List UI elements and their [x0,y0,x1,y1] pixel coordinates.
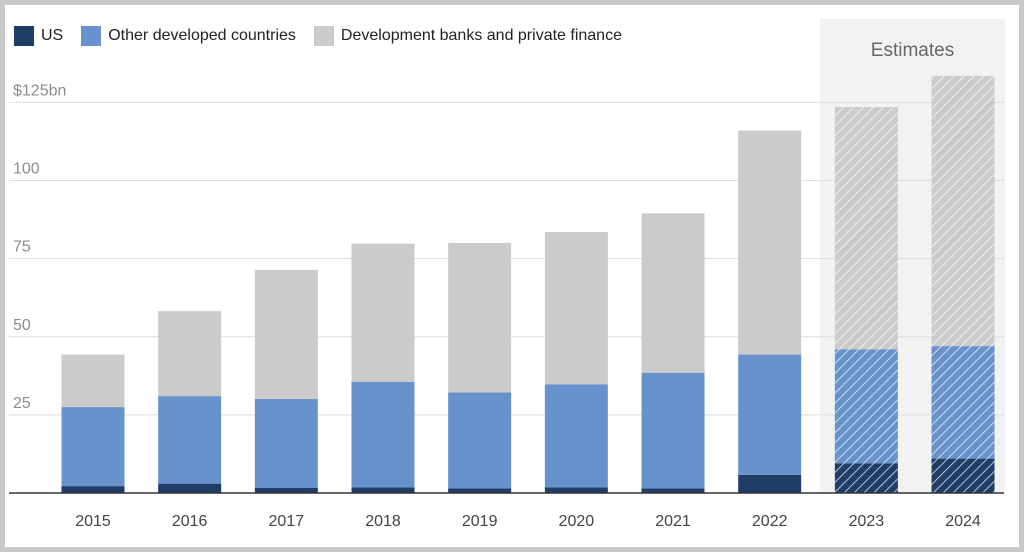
x-tick-label: 2019 [462,513,498,530]
bar-us-2015 [61,486,125,493]
bar-hatch-us-2024 [931,458,995,493]
bar-hatch-other-developed-2024 [931,346,995,459]
x-tick-label: 2024 [945,513,981,530]
estimates-label: Estimates [871,40,954,61]
bar-development-banks-2017 [254,269,318,399]
bar-us-2020 [544,487,608,493]
x-tick-label: 2023 [849,513,885,530]
x-tick-label: 2022 [752,513,788,530]
legend-label-other-developed: Other developed countries [108,27,296,44]
x-tick-label: 2017 [269,513,305,530]
legend-label-us: US [41,27,64,44]
legend-item-other-developed: Other developed countries [81,26,296,46]
bar-development-banks-2021 [641,213,705,373]
bar-us-2022 [738,474,802,493]
bar-development-banks-2016 [158,311,222,397]
legend-item-us: US [14,26,63,46]
bar-hatch-development-banks-2024 [931,75,995,347]
legend: US Other developed countries Development… [14,24,640,48]
y-tick-label: 100 [13,161,40,178]
legend-swatch-other-developed [81,26,102,46]
legend-label-development-banks: Development banks and private finance [340,27,622,44]
bar-us-2019 [448,488,512,493]
x-tick-label: 2021 [655,513,691,530]
bar-development-banks-2015 [61,354,125,408]
bar-hatch-development-banks-2023 [834,107,898,350]
y-tick-label: 25 [13,395,31,412]
bar-hatch-other-developed-2023 [834,349,898,464]
x-tick-label: 2018 [365,513,401,530]
bar-us-2017 [254,488,318,493]
bar-other-developed-2017 [254,398,318,488]
bar-other-developed-2015 [61,407,125,487]
legend-swatch-development-banks [313,26,334,46]
bar-other-developed-2020 [544,384,608,488]
legend-item-development-banks: Development banks and private finance [313,26,622,46]
y-tick-label: 75 [13,239,31,256]
y-axis-labels: 25 50 75 100 $125bn [13,82,66,412]
bars [61,75,995,493]
x-tick-label: 2015 [75,513,111,530]
bar-hatch-us-2023 [834,463,898,493]
legend-swatch-us [14,26,34,46]
bar-us-2018 [351,487,415,493]
bar-other-developed-2022 [738,354,802,475]
bar-development-banks-2020 [544,232,608,385]
bar-us-2016 [158,483,222,493]
x-tick-label: 2020 [559,513,595,530]
y-tick-label: 50 [13,317,31,334]
x-axis-labels: 2015 2016 2017 2018 2019 2020 2021 2022 2023 2024 [75,513,981,530]
bar-us-2021 [641,488,705,493]
bar-development-banks-2019 [448,243,512,393]
bar-other-developed-2016 [158,396,222,484]
bar-other-developed-2019 [448,392,512,489]
bar-development-banks-2022 [738,130,802,355]
bar-other-developed-2021 [641,372,705,489]
y-tick-label: $125bn [13,82,66,99]
bar-development-banks-2018 [351,243,415,382]
bar-other-developed-2018 [351,381,415,488]
x-tick-label: 2016 [172,513,208,530]
